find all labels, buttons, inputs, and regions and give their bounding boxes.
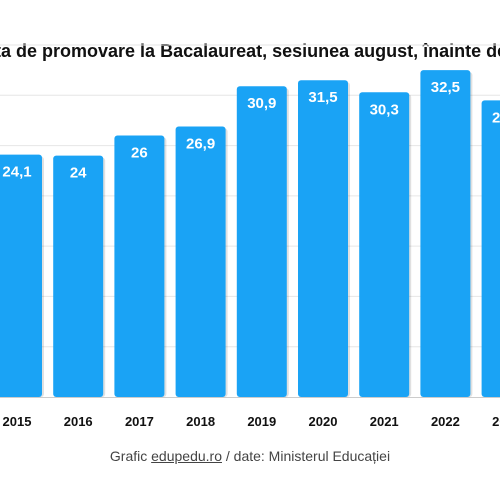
value-label-2018: 26,9	[186, 135, 215, 152]
x-tick-label-2018: 2018	[186, 414, 215, 429]
source-suffix: / date: Ministerul Educației	[221, 448, 391, 464]
source-link[interactable]: edupedu.ro	[151, 448, 222, 464]
x-tick-label-2023: 2023	[492, 414, 500, 429]
bar-2016	[53, 155, 104, 397]
bar-2023	[481, 100, 500, 397]
chart-title: Rata de promovare la Bacalaureat, sesiun…	[0, 41, 500, 61]
bar-2020	[298, 80, 348, 397]
value-label-2020: 31,5	[308, 89, 337, 106]
value-label-2019: 30,9	[247, 95, 276, 112]
value-label-2023: 29,5	[492, 109, 500, 126]
bar-2018	[175, 126, 226, 397]
x-tick-label-2015: 2015	[3, 414, 32, 429]
x-tick-label-2016: 2016	[64, 414, 93, 429]
value-label-2015: 24,1	[2, 164, 31, 181]
bar-2017	[114, 135, 165, 397]
x-tick-label-2022: 2022	[431, 414, 460, 429]
x-tick-label-2020: 2020	[309, 414, 338, 429]
x-tick-label-2019: 2019	[247, 414, 276, 429]
bar-2021	[359, 92, 410, 398]
value-label-2021: 30,3	[370, 101, 399, 118]
value-label-2016: 24	[70, 165, 87, 182]
bar-2019	[236, 86, 287, 397]
x-tick-label-2021: 2021	[370, 414, 399, 429]
value-label-2017: 26	[131, 145, 148, 162]
value-label-2022: 32,5	[431, 79, 460, 96]
x-tick-label-2017: 2017	[125, 414, 154, 429]
bar-2015	[0, 154, 42, 397]
source-caption: Grafic edupedu.ro / date: Ministerul Edu…	[0, 448, 500, 464]
bar-2022	[420, 70, 471, 398]
source-prefix: Grafic	[109, 448, 152, 464]
